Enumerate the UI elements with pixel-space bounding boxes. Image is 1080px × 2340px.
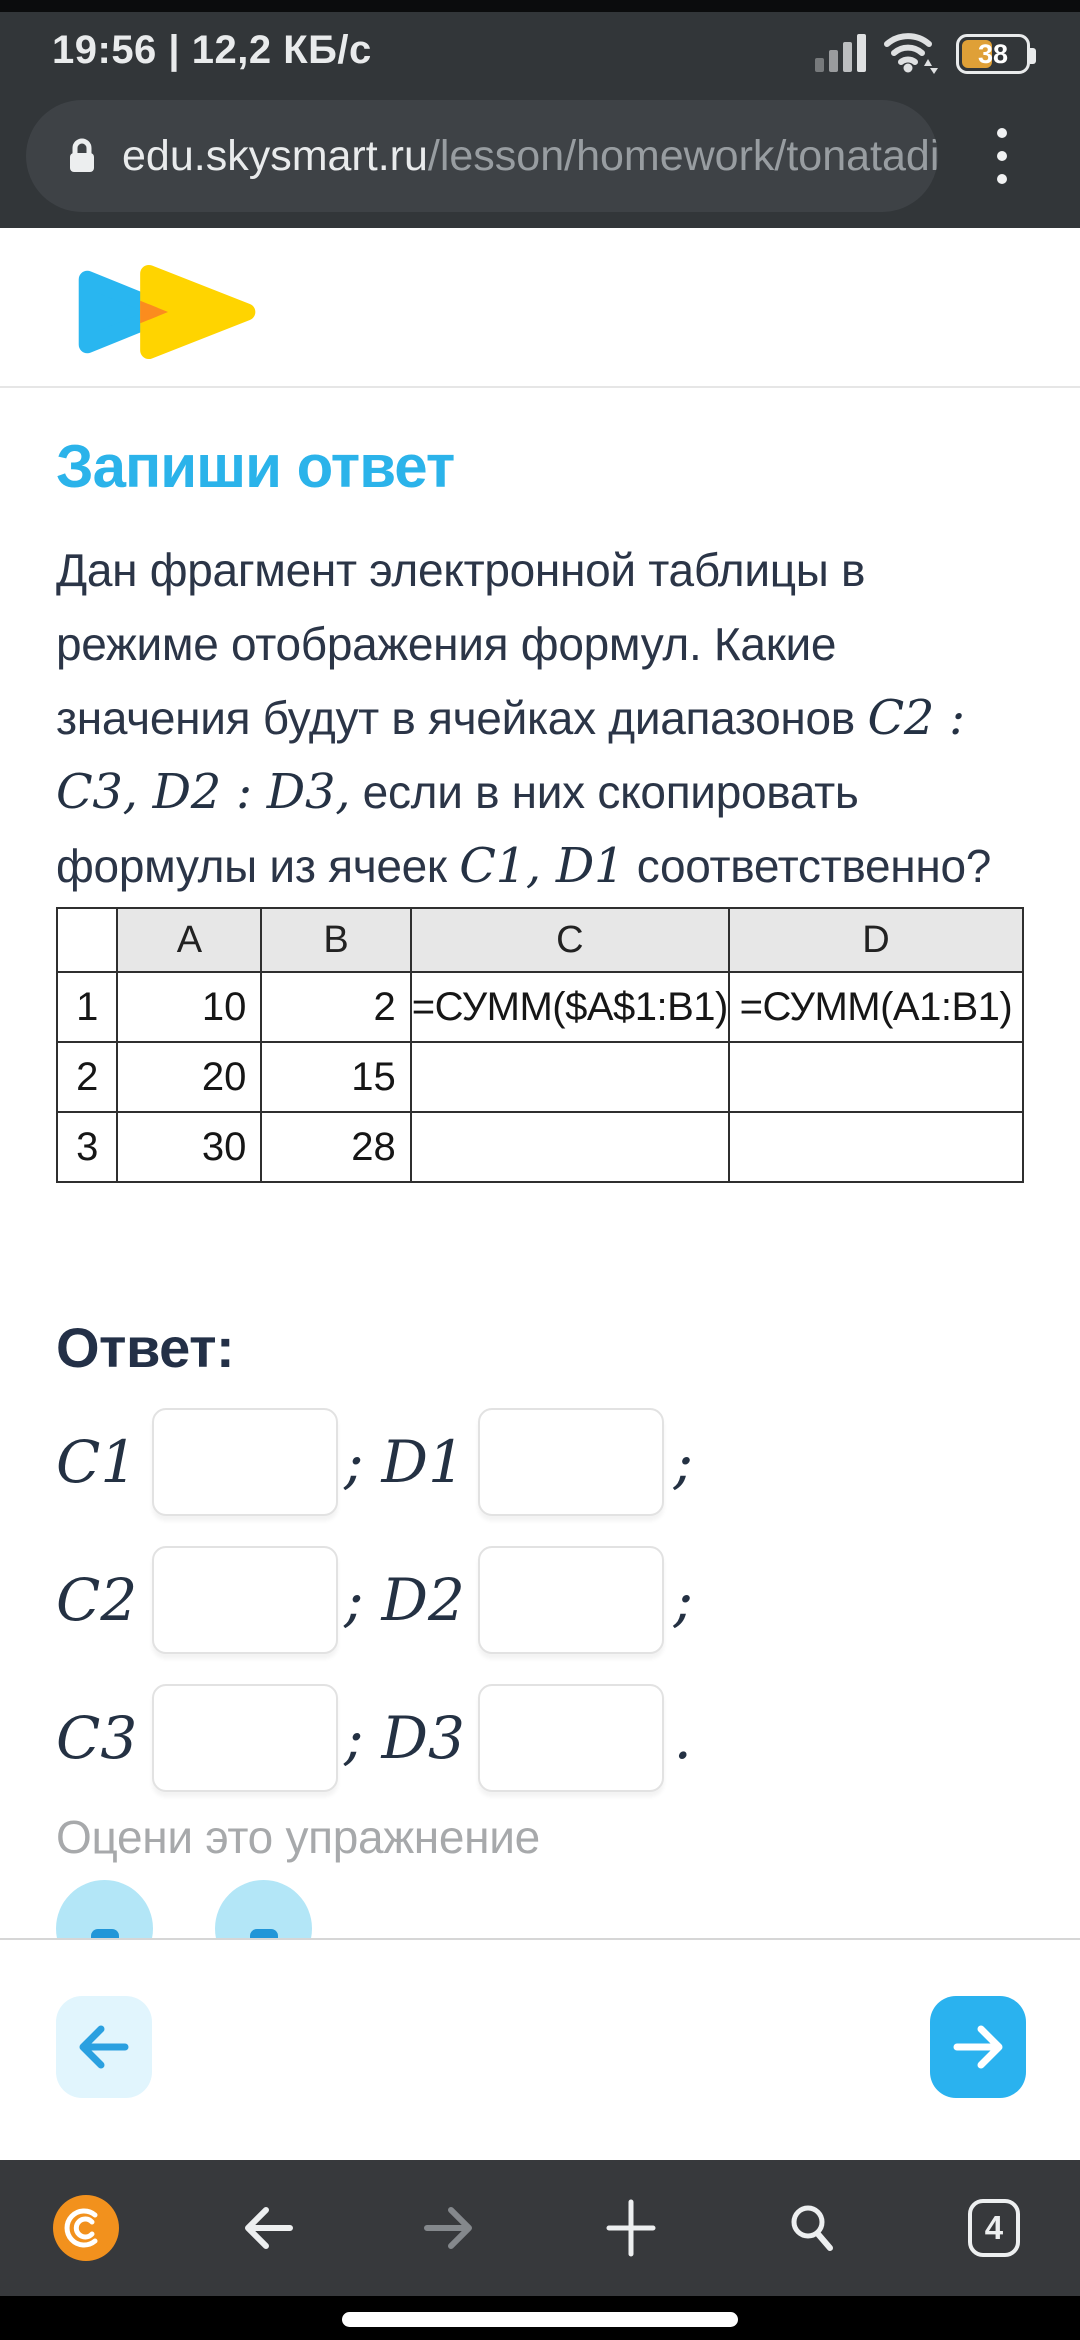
- answer-row: C2 ; D2 ;: [56, 1544, 1024, 1656]
- browser-back-button[interactable]: [226, 2178, 310, 2278]
- spreadsheet-table: A B C D 1 10 2 =СУММ($A$1:B1) =СУММ(A1:B…: [55, 907, 1025, 1183]
- tab-counter: 4: [967, 2199, 1020, 2257]
- cell-label-d3: D3: [381, 1704, 465, 1772]
- math-range-1: C2 : C3, D2 : D3,: [56, 690, 965, 820]
- arrow-right-icon: [953, 2025, 1003, 2069]
- plus-icon: [606, 2199, 656, 2257]
- forward-arrow-icon: [424, 2207, 473, 2249]
- browser-extension-button[interactable]: [44, 2178, 128, 2278]
- battery-percent: 38: [977, 38, 1009, 69]
- answer-input-c1[interactable]: [152, 1408, 338, 1516]
- col-header-a: A: [116, 907, 263, 973]
- status-time-speed: 19:56 | 12,2 КБ/с: [52, 28, 372, 72]
- answer-label: Ответ:: [56, 1316, 235, 1379]
- table-row: 1 10 2 =СУММ($A$1:B1) =СУММ(A1:B1): [55, 971, 1025, 1043]
- question-text: Дан фрагмент электронной таблицы в режим…: [56, 544, 992, 894]
- lesson-nav-bar: [0, 1938, 1080, 2160]
- col-header-d: D: [727, 907, 1025, 973]
- col-header-b: B: [260, 907, 412, 973]
- answer-input-c3[interactable]: [152, 1684, 338, 1792]
- browser-forward-button[interactable]: [407, 2178, 491, 2278]
- exercise-content: Запиши ответ Дан фрагмент электронной та…: [0, 390, 1080, 1977]
- cell-label-c1: C1: [56, 1428, 138, 1496]
- lock-icon: [70, 138, 94, 172]
- browser-bottom-bar: 4: [0, 2160, 1080, 2296]
- url-path: /lesson/homework/tonatadiz: [427, 131, 938, 180]
- math-range-2: C1, D1: [459, 838, 625, 894]
- answer-input-d2[interactable]: [477, 1546, 664, 1654]
- url-domain: edu.skysmart.ru: [122, 131, 428, 180]
- home-indicator[interactable]: [342, 2312, 738, 2327]
- system-gesture-area: [0, 2296, 1080, 2340]
- cellular-signal-icon: [815, 34, 866, 74]
- rate-exercise-label: Оцени это упражнение: [56, 1811, 540, 1863]
- page-title: Запиши ответ: [56, 433, 455, 500]
- url-bar[interactable]: edu.skysmart.ru/lesson/homework/tonatadi…: [26, 100, 938, 212]
- cell-label-c2: C2: [56, 1566, 138, 1634]
- browser-menu-button[interactable]: [982, 116, 1022, 196]
- col-header-c: C: [409, 907, 730, 973]
- browser-search-button[interactable]: [770, 2178, 854, 2278]
- notch-strip: [0, 0, 1080, 12]
- previous-task-button[interactable]: [56, 1996, 152, 2098]
- answer-row: C1 ; D1 ;: [56, 1406, 1024, 1518]
- cell-label-c3: C3: [56, 1704, 138, 1772]
- back-arrow-icon: [244, 2207, 293, 2249]
- crypto-tab-icon: [53, 2195, 119, 2261]
- skysmart-logo-icon: [78, 264, 256, 360]
- url-row: edu.skysmart.ru/lesson/homework/tonatadi…: [0, 98, 1080, 214]
- answer-row: C3 ; D3 .: [56, 1682, 1024, 1794]
- next-task-button[interactable]: [930, 1996, 1026, 2098]
- corner-cell: [55, 907, 119, 973]
- table-row: 3 30 28: [55, 1111, 1025, 1183]
- browser-top-bar: 19:56 | 12,2 КБ/с 38: [0, 0, 1080, 228]
- search-icon: [791, 2205, 834, 2251]
- status-icons: 38: [815, 26, 1036, 74]
- table-header-row: A B C D: [55, 907, 1025, 973]
- table-row: 2 20 15: [55, 1041, 1025, 1113]
- battery-fill: [962, 40, 992, 68]
- answer-input-d1[interactable]: [477, 1408, 664, 1516]
- browser-new-tab-button[interactable]: [589, 2178, 673, 2278]
- wifi-icon: [884, 33, 938, 74]
- answer-input-c2[interactable]: [152, 1546, 338, 1654]
- cell-label-d2: D2: [381, 1566, 465, 1634]
- arrow-left-icon: [79, 2025, 129, 2069]
- battery-icon: 38: [956, 34, 1036, 74]
- answer-input-d3[interactable]: [477, 1684, 664, 1792]
- browser-tabs-button[interactable]: 4: [952, 2178, 1036, 2278]
- site-header: [0, 228, 1080, 388]
- status-bar: 19:56 | 12,2 КБ/с 38: [0, 12, 1080, 90]
- cell-label-d1: D1: [381, 1428, 465, 1496]
